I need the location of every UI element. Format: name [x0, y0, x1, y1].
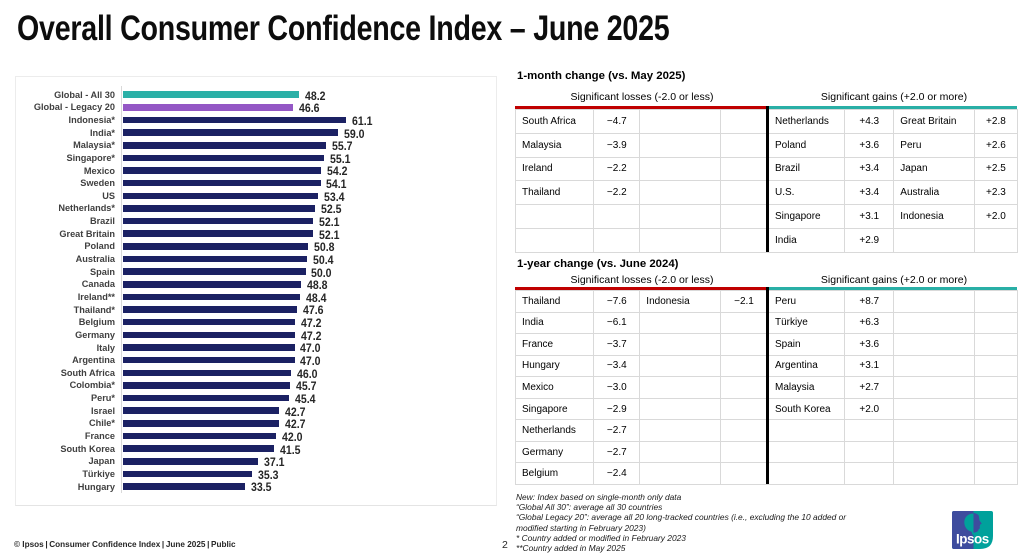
svg-text:Ipsos: Ipsos: [956, 532, 989, 547]
